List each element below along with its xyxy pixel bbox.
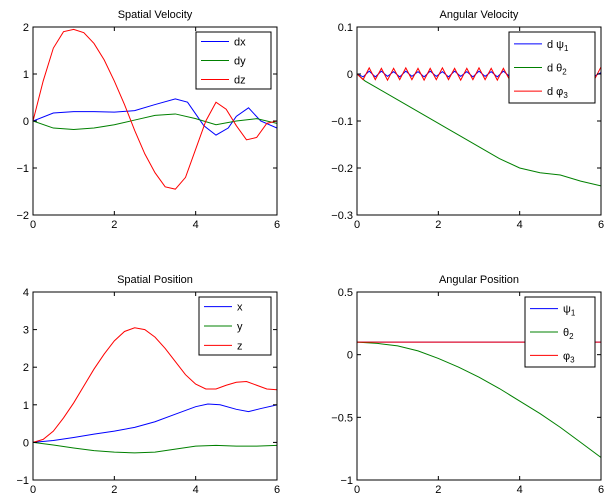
legend-label-text: x [237, 302, 243, 314]
y-tick-label: 0.5 [338, 287, 353, 299]
chart-title: Angular Velocity [440, 9, 519, 21]
series-line-2 [357, 73, 601, 187]
legend-label-2: dy [234, 56, 246, 68]
legend-label-text: d φ [547, 86, 563, 98]
legend-label-text: ψ [563, 304, 571, 316]
legend-label-text: d θ [547, 63, 562, 75]
y-tick-label: 4 [23, 287, 29, 299]
chart-title: Spatial Position [117, 274, 193, 286]
legend-label-subscript: 3 [570, 355, 575, 364]
y-tick-label: −0.1 [331, 116, 353, 128]
legend-label-text: d ψ [547, 39, 564, 51]
legend-label-1: d ψ1 [547, 39, 569, 53]
x-tick-label: 0 [354, 484, 360, 496]
legend-label-subscript: 3 [563, 91, 568, 100]
axes-box [356, 291, 602, 481]
legend-label-subscript: 2 [569, 332, 574, 341]
legend-label-3: dz [234, 75, 246, 87]
x-tick-label: 0 [30, 484, 36, 496]
y-tick-label: 0 [347, 69, 353, 81]
legend-label-2: d θ2 [547, 63, 567, 77]
y-tick-label: 3 [23, 325, 29, 337]
y-tick-label: 1 [23, 400, 29, 412]
x-tick-label: 2 [435, 219, 441, 231]
x-tick-label: 0 [354, 219, 360, 231]
x-tick-label: 2 [111, 484, 117, 496]
x-tick-label: 4 [193, 219, 199, 231]
x-tick-label: 0 [30, 219, 36, 231]
chart-panel-1: Spatial Velocity 0 2 4 6 −2 −1 0 1 2 dx dy dz [16, 9, 280, 231]
legend-label-1: x [237, 302, 243, 314]
legend-label-text: φ [563, 350, 570, 362]
y-tick-label: 1 [23, 69, 29, 81]
legend-label-text: dx [234, 37, 246, 49]
y-tick-label: −0.5 [331, 412, 353, 424]
x-tick-label: 4 [193, 484, 199, 496]
series-line-2 [357, 341, 601, 458]
legend-label-text: z [237, 340, 243, 352]
x-tick-label: 2 [111, 219, 117, 231]
series-line-3 [33, 28, 277, 190]
x-tick-label: 6 [598, 484, 604, 496]
series-line-1 [33, 403, 277, 443]
legend-label-1: ψ1 [563, 304, 576, 318]
legend-label-3: d φ3 [547, 86, 568, 100]
legend: d ψ1 d θ2 d φ3 [508, 31, 596, 104]
y-tick-label: −1 [16, 475, 29, 487]
chart-title: Spatial Velocity [118, 9, 193, 21]
x-tick-label: 6 [274, 484, 280, 496]
chart-title: Angular Position [439, 274, 519, 286]
series-line-2 [33, 113, 277, 130]
y-tick-label: −2 [16, 210, 29, 222]
y-tick-label: 2 [23, 362, 29, 374]
legend: xyz [198, 296, 272, 356]
y-tick-label: 0 [23, 116, 29, 128]
legend-label-2: θ2 [563, 327, 574, 341]
x-tick-label: 6 [274, 219, 280, 231]
series-line-2 [33, 441, 277, 454]
legend-label-3: z [237, 340, 243, 352]
legend-label-subscript: 1 [564, 44, 569, 53]
legend-label-subscript: 2 [562, 68, 567, 77]
legend-label-text: y [237, 321, 243, 333]
axes-box [32, 291, 278, 481]
y-tick-label: 2 [23, 22, 29, 34]
series-line-3 [33, 327, 277, 443]
legend-label-text: θ [563, 327, 569, 339]
y-tick-label: −0.2 [331, 163, 353, 175]
y-tick-label: 0.1 [338, 22, 353, 34]
x-tick-label: 2 [435, 484, 441, 496]
y-tick-label: 0 [347, 350, 353, 362]
legend-label-text: dz [234, 75, 246, 87]
y-tick-label: −1 [340, 475, 353, 487]
y-tick-label: 0 [23, 437, 29, 449]
chart-panel-2: Angular Velocity 0 2 4 6 −0.3 −0.2 −0.1 0 0.1 d ψ1… [331, 9, 604, 231]
x-tick-label: 6 [598, 219, 604, 231]
legend-label-subscript: 1 [571, 309, 576, 318]
x-tick-label: 4 [517, 219, 523, 231]
legend-label-1: dx [234, 37, 246, 49]
x-tick-label: 4 [517, 484, 523, 496]
y-tick-label: −0.3 [331, 210, 353, 222]
y-tick-label: −1 [16, 163, 29, 175]
legend-label-3: φ3 [563, 350, 575, 364]
legend-label-text: dy [234, 56, 246, 68]
series-line-1 [33, 98, 277, 136]
legend: dx dy dz [195, 31, 272, 90]
legend-label-2: y [237, 321, 243, 333]
